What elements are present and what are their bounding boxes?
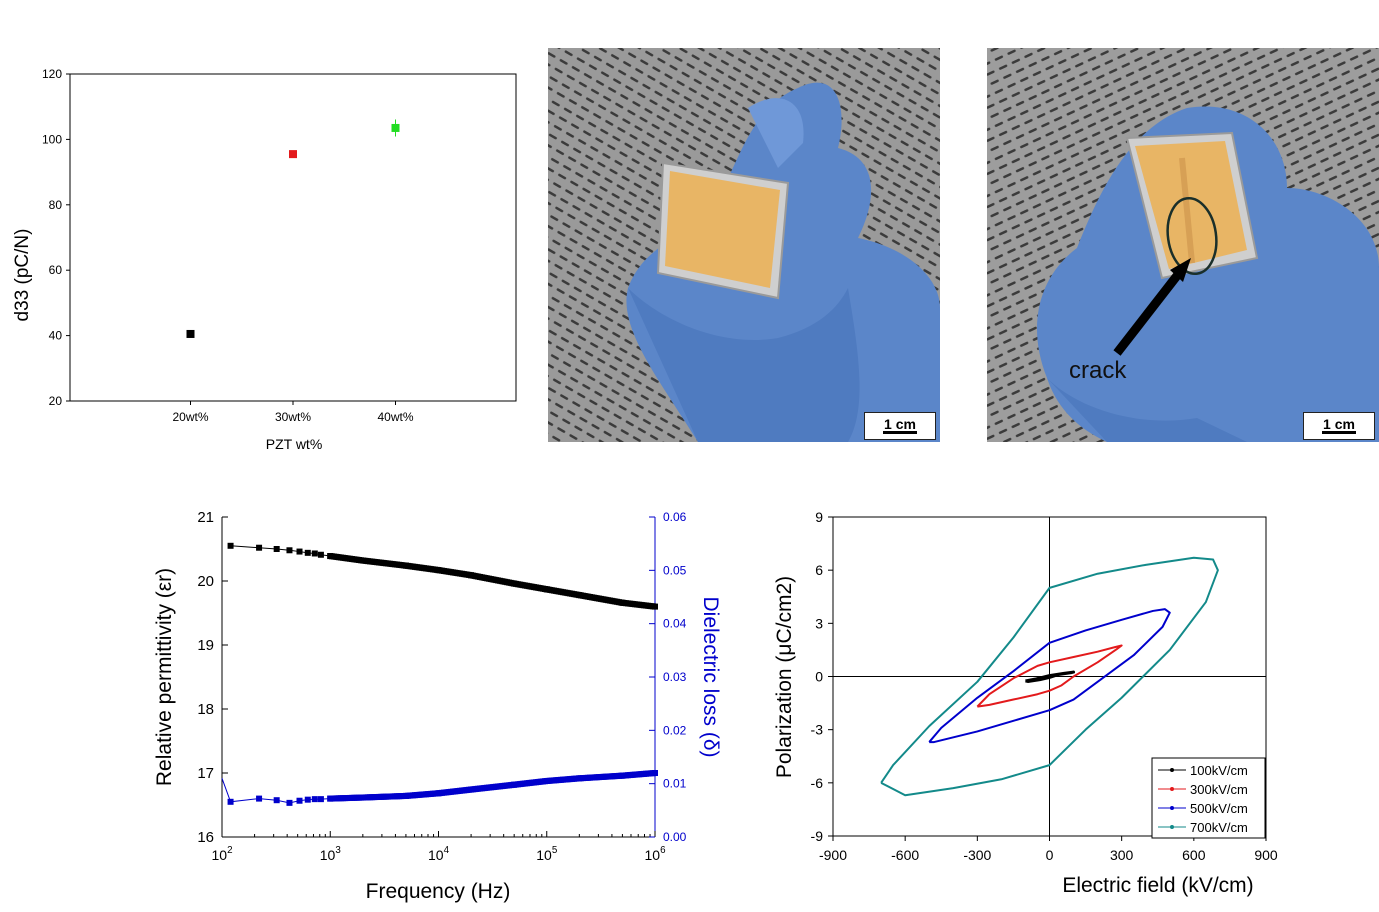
field-tick-label: 0 bbox=[1046, 847, 1054, 863]
film-photo-right-image bbox=[987, 48, 1379, 442]
d33-point bbox=[289, 150, 297, 159]
permittivity-tick-label: 17 bbox=[197, 765, 214, 782]
permittivity-tick-label: 20 bbox=[197, 573, 214, 590]
permittivity-point bbox=[256, 544, 263, 551]
d33-plot-frame bbox=[69, 73, 517, 402]
permittivity-point bbox=[317, 551, 324, 558]
dielectric-loss-point bbox=[286, 799, 293, 806]
frequency-tick-label: 105 bbox=[536, 845, 558, 863]
dielectric-loss-point bbox=[317, 796, 324, 803]
polarization-axis-label: Polarization (μC/cm2) bbox=[773, 576, 796, 778]
frequency-tick-label: 106 bbox=[644, 845, 666, 863]
dielectric-loss-point bbox=[650, 770, 657, 777]
film-photo-left-image bbox=[548, 48, 940, 442]
legend-label: 700kV/cm bbox=[1190, 820, 1248, 835]
dielectric-loss-point bbox=[227, 798, 234, 805]
d33-point bbox=[391, 123, 400, 132]
d33-y-tick-label: 100 bbox=[42, 132, 62, 146]
d33-y-tick-label: 40 bbox=[49, 329, 63, 343]
legend-marker bbox=[1170, 825, 1174, 829]
permittivity-point bbox=[650, 603, 657, 610]
electric-field-axis-label: Electric field (kV/cm) bbox=[1062, 874, 1253, 897]
d33-x-tick-label: 20wt% bbox=[172, 410, 208, 424]
d33-y-tick-label: 80 bbox=[49, 198, 63, 212]
dielectric-loss-point bbox=[256, 795, 263, 802]
legend-marker bbox=[1170, 768, 1174, 772]
d33-y-tick-label: 20 bbox=[49, 394, 63, 408]
frequency-axis-label: Frequency (Hz) bbox=[366, 880, 511, 903]
loss-tick-label: 0.01 bbox=[663, 777, 687, 791]
hysteresis-loop-100kV/cm bbox=[1025, 670, 1076, 683]
d33-y-tick-label: 60 bbox=[49, 263, 63, 277]
field-tick-label: -900 bbox=[819, 847, 847, 863]
legend-marker bbox=[1170, 806, 1174, 810]
permittivity-axis-label: Relative permittivity (εr) bbox=[153, 568, 176, 786]
permittivity-tick-label: 19 bbox=[197, 637, 214, 654]
dielectric-loss-point bbox=[296, 797, 303, 804]
loss-tick-label: 0.04 bbox=[663, 617, 687, 631]
scale-bar-right-label: 1 cm bbox=[1323, 416, 1355, 432]
dielectric-loss-point bbox=[304, 796, 311, 803]
field-tick-label: 300 bbox=[1110, 847, 1134, 863]
permittivity-point bbox=[273, 546, 280, 552]
scale-bar-left-label: 1 cm bbox=[884, 416, 916, 432]
legend-label: 500kV/cm bbox=[1190, 801, 1248, 816]
scale-bar-left: 1 cm bbox=[864, 412, 936, 440]
permittivity-tick-label: 16 bbox=[197, 829, 214, 846]
hysteresis-loop-300kV/cm bbox=[976, 644, 1123, 708]
loss-tick-label: 0.06 bbox=[663, 510, 687, 524]
loss-tick-label: 0.02 bbox=[663, 723, 687, 737]
frequency-tick-label: 102 bbox=[211, 845, 232, 863]
permittivity-point bbox=[227, 542, 234, 549]
d33-x-tick-label: 30wt% bbox=[275, 410, 311, 424]
polarization-tick-label: 3 bbox=[815, 615, 823, 631]
field-tick-label: -600 bbox=[891, 847, 919, 863]
dielectric-loss-axis-label: Dielectric loss (δ) bbox=[699, 596, 722, 757]
d33-chart: 20 40 60 80 100 120 20wt% 30wt% 40wt% d33 (pC/N)… bbox=[12, 67, 517, 452]
loss-tick-label: 0.05 bbox=[663, 563, 687, 577]
dielectric-loss-point bbox=[311, 796, 318, 803]
pzt-x-axis-label: PZT wt% bbox=[266, 436, 323, 452]
polarization-tick-label: -6 bbox=[811, 775, 824, 791]
permittivity-point bbox=[296, 548, 303, 555]
polarization-tick-label: -9 bbox=[811, 828, 824, 844]
legend-label: 300kV/cm bbox=[1190, 782, 1248, 797]
loss-tick-label: 0.03 bbox=[663, 670, 687, 684]
legend-label: 100kV/cm bbox=[1190, 763, 1248, 778]
loss-tick-label: 0.00 bbox=[663, 830, 687, 844]
permittivity-point bbox=[286, 547, 293, 554]
permittivity-tick-label: 21 bbox=[197, 509, 214, 526]
polarization-tick-label: 9 bbox=[815, 509, 823, 525]
hysteresis-loop-500kV/cm bbox=[928, 608, 1171, 744]
polarization-tick-label: -3 bbox=[811, 722, 824, 738]
hysteresis-loop-700kV/cm bbox=[880, 556, 1219, 797]
frequency-tick-label: 104 bbox=[428, 845, 450, 863]
permittivity-point bbox=[304, 549, 311, 556]
d33-y-tick-label: 120 bbox=[42, 67, 62, 81]
polarization-tick-label: 6 bbox=[815, 562, 823, 578]
legend-marker bbox=[1170, 787, 1174, 791]
field-tick-label: -300 bbox=[963, 847, 991, 863]
dielectric-chart: 102 103 104 105 106 16 17 18 19 20 21 0.00 0.01 0.02 0… bbox=[153, 509, 722, 903]
permittivity-tick-label: 18 bbox=[197, 701, 214, 718]
dielectric-loss-point bbox=[273, 797, 280, 804]
d33-x-tick-label: 40wt% bbox=[377, 410, 413, 424]
d33-point bbox=[186, 329, 195, 338]
hysteresis-chart: -900 -600 -300 0 300 600 900 -9 -6 -3 0 3 6 9 100kV/c… bbox=[773, 509, 1278, 897]
field-tick-label: 600 bbox=[1182, 847, 1206, 863]
d33-y-axis-label: d33 (pC/N) bbox=[12, 229, 33, 322]
scale-bar-right: 1 cm bbox=[1303, 412, 1375, 440]
polarization-tick-label: 0 bbox=[815, 669, 823, 685]
permittivity-point bbox=[311, 550, 318, 557]
film-photo-right: crack 1 cm bbox=[987, 48, 1379, 442]
hysteresis-legend: 100kV/cm 300kV/cm 500kV/cm 700kV/cm bbox=[1151, 757, 1266, 839]
crack-annotation: crack bbox=[1069, 357, 1127, 384]
field-tick-label: 900 bbox=[1254, 847, 1278, 863]
film-photo-left: 1 cm bbox=[548, 48, 940, 442]
frequency-tick-label: 103 bbox=[320, 845, 342, 863]
